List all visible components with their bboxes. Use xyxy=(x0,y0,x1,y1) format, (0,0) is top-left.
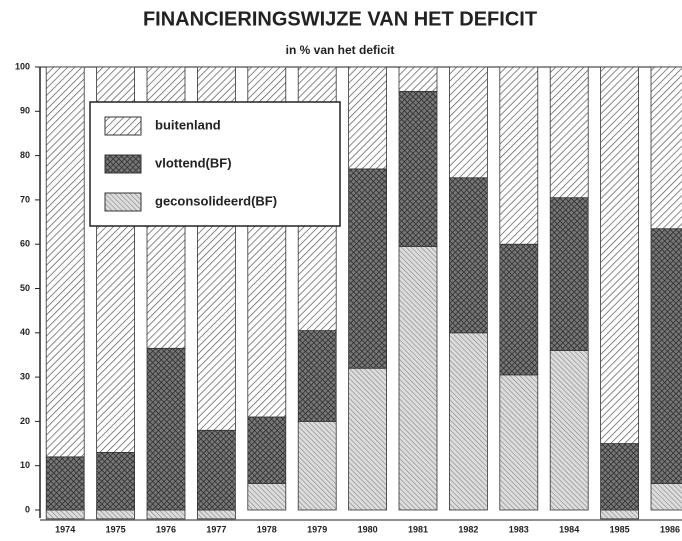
x-tick-label: 1985 xyxy=(610,524,630,534)
bar-segment xyxy=(448,66,488,179)
y-tick-label: 0 xyxy=(25,504,30,514)
y-tick-label: 10 xyxy=(20,460,30,470)
legend-label: geconsolideerd(BF) xyxy=(155,193,277,208)
y-tick-label: 20 xyxy=(20,416,30,426)
bar-segment xyxy=(600,509,639,520)
bar-segment xyxy=(499,243,539,376)
bar-segment xyxy=(146,347,186,511)
bar-segment xyxy=(348,66,388,170)
legend-swatch xyxy=(104,116,142,136)
bar-segment xyxy=(96,452,135,511)
bar-segment xyxy=(45,456,85,511)
bar-segment xyxy=(549,350,589,511)
x-tick-label: 1974 xyxy=(55,524,75,534)
y-tick-label: 40 xyxy=(20,327,30,337)
x-tick-label: 1982 xyxy=(458,524,478,534)
bar-segment xyxy=(499,374,539,511)
bar-segment xyxy=(146,509,186,520)
bar-segment xyxy=(348,168,388,369)
x-tick-label: 1978 xyxy=(257,524,277,534)
bar-segment xyxy=(448,332,488,511)
bar-segment xyxy=(247,416,287,484)
x-tick-label: 1975 xyxy=(106,524,126,534)
y-tick-label: 60 xyxy=(20,239,30,249)
bar-segment xyxy=(600,66,639,444)
bar-segment xyxy=(549,197,589,351)
y-tick-label: 30 xyxy=(20,371,30,381)
y-tick-label: 90 xyxy=(20,106,30,116)
bar-segment xyxy=(348,367,388,511)
chart-title: FINANCIERINGSWIJZE VAN HET DEFICIT xyxy=(143,8,537,30)
x-tick-label: 1976 xyxy=(156,524,176,534)
legend-label: buitenland xyxy=(155,117,221,132)
bar-segment xyxy=(600,443,639,511)
bar-segment xyxy=(297,420,337,511)
y-tick-label: 80 xyxy=(20,150,30,160)
bar-segment xyxy=(650,228,682,484)
bar-segment xyxy=(398,90,438,247)
bar-segment xyxy=(297,330,337,422)
bar-segment xyxy=(196,429,236,511)
bar-segment xyxy=(650,66,682,230)
x-tick-label: 1981 xyxy=(408,524,428,534)
x-tick-label: 1980 xyxy=(358,524,378,534)
legend-swatch xyxy=(104,192,142,212)
bar-segment xyxy=(499,66,539,245)
x-tick-label: 1979 xyxy=(307,524,327,534)
bar-segment xyxy=(398,246,438,511)
y-tick-label: 100 xyxy=(15,61,30,71)
y-tick-label: 50 xyxy=(20,283,30,293)
bar-segment xyxy=(650,483,682,511)
bar-segment xyxy=(45,66,85,458)
x-tick-label: 1983 xyxy=(509,524,529,534)
bar-segment xyxy=(398,66,438,92)
bar-segment xyxy=(549,66,589,199)
legend-swatch xyxy=(104,154,142,174)
x-tick-label: 1984 xyxy=(559,524,579,534)
bar-segment xyxy=(45,509,85,520)
chart-subtitle: in % van het deficit xyxy=(286,43,395,57)
x-tick-label: 1977 xyxy=(206,524,226,534)
x-tick-label: 1986 xyxy=(660,524,680,534)
bar-segment xyxy=(247,483,287,511)
legend-label: vlottend(BF) xyxy=(155,155,232,170)
y-tick-label: 70 xyxy=(20,194,30,204)
bar-segment xyxy=(96,509,135,520)
bar-segment xyxy=(448,177,488,334)
bar-segment xyxy=(196,509,236,520)
